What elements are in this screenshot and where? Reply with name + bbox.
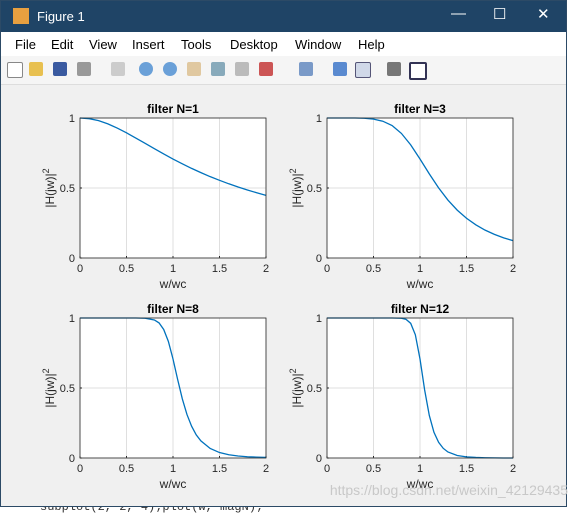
x-tick-label: 0.5 [366,463,381,475]
x-tick-label: 1 [170,463,176,475]
x-tick-label: 0 [77,463,83,475]
x-tick-label: 1.5 [212,263,227,275]
y-tick-label: 1 [316,113,322,125]
x-tick-label: 1 [170,263,176,275]
datatip-icon[interactable] [235,62,249,76]
menu-item[interactable]: Help [358,37,385,52]
x-tick-label: 2 [510,263,516,275]
axes-title: filter N=12 [391,302,450,316]
data-line [79,117,267,197]
minimize-button[interactable]: — [451,5,466,22]
x-tick-label: 1.5 [459,263,474,275]
legend-icon[interactable] [355,62,371,78]
pan-icon[interactable] [187,62,201,76]
menu-item[interactable]: Tools [181,37,212,52]
x-tick-label: 0.5 [366,263,381,275]
axes-box [79,317,267,459]
y-tick-label: 0 [316,253,322,265]
x-axis-label: w/wc [406,477,434,491]
x-tick-label: 2 [263,463,269,475]
y-tick-label: 0.5 [60,383,75,395]
axes-box [79,117,267,259]
y-tick-label: 1 [69,313,75,325]
app-icon [13,8,29,24]
y-axis-label: |H(jw)|2 [41,368,57,407]
menu-item[interactable]: View [89,37,117,52]
y-axis-label-text: |H(jw)| [290,173,304,207]
x-tick-label: 1 [417,463,423,475]
colorbar-icon[interactable] [333,62,347,76]
y-tick-label: 0.5 [307,383,322,395]
y-tick-label: 0 [69,453,75,465]
y-axis-label: |H(jw)|2 [288,168,304,207]
x-tick-label: 2 [263,263,269,275]
y-axis-label-superscript: 2 [41,168,51,173]
axes-title: filter N=3 [394,102,446,116]
axes-box [326,317,514,459]
toolbar [1,56,566,85]
y-axis-label-superscript: 2 [288,168,298,173]
dock-icon[interactable] [409,62,427,80]
new-icon[interactable] [7,62,23,78]
menu-bar: File Edit View Insert Tools Desktop Window Help [1,32,566,56]
menu-item[interactable]: Desktop [230,37,278,52]
x-tick-label: 1.5 [212,463,227,475]
print-icon[interactable] [77,62,91,76]
hide-tools-icon[interactable] [387,62,401,76]
axes-title: filter N=1 [147,102,199,116]
x-tick-label: 0 [324,263,330,275]
x-tick-label: 2 [510,463,516,475]
x-tick-label: 1 [417,263,423,275]
title-bar: Figure 1 — ☐ ✕ [1,1,566,32]
rotate-icon[interactable] [211,62,225,76]
x-axis-label: w/wc [159,477,187,491]
save-icon[interactable] [53,62,67,76]
x-tick-label: 0.5 [119,263,134,275]
y-axis-label: |H(jw)|2 [41,168,57,207]
close-button[interactable]: ✕ [537,6,550,23]
y-axis-label-text: |H(jw)| [290,373,304,407]
zoom-out-icon[interactable] [163,62,177,76]
window-title: Figure 1 [37,9,85,24]
y-tick-label: 0.5 [60,183,75,195]
axes-title: filter N=8 [147,302,199,316]
y-axis-label-text: |H(jw)| [43,373,57,407]
x-tick-label: 0 [324,463,330,475]
axes-box [326,117,514,259]
y-axis-label-text: |H(jw)| [43,173,57,207]
y-tick-label: 1 [316,313,322,325]
menu-item[interactable]: Edit [51,37,74,52]
y-tick-label: 0.5 [307,183,322,195]
y-axis-label-superscript: 2 [41,368,51,373]
open-icon[interactable] [29,62,43,76]
pointer-icon[interactable] [111,62,125,76]
x-tick-label: 0.5 [119,463,134,475]
y-tick-label: 0 [316,453,322,465]
y-axis-label: |H(jw)|2 [288,368,304,407]
brush-icon[interactable] [259,62,273,76]
x-axis-label: w/wc [159,277,187,291]
x-tick-label: 1.5 [459,463,474,475]
menu-item[interactable]: Window [295,37,342,52]
link-icon[interactable] [299,62,313,76]
y-axis-label-superscript: 2 [288,368,298,373]
x-tick-label: 0 [77,263,83,275]
menu-item[interactable]: Insert [132,37,165,52]
y-tick-label: 0 [69,253,75,265]
zoom-in-icon[interactable] [139,62,153,76]
y-tick-label: 1 [69,113,75,125]
menu-item[interactable]: File [15,37,36,52]
maximize-button[interactable]: ☐ [493,6,507,23]
x-axis-label: w/wc [406,277,434,291]
